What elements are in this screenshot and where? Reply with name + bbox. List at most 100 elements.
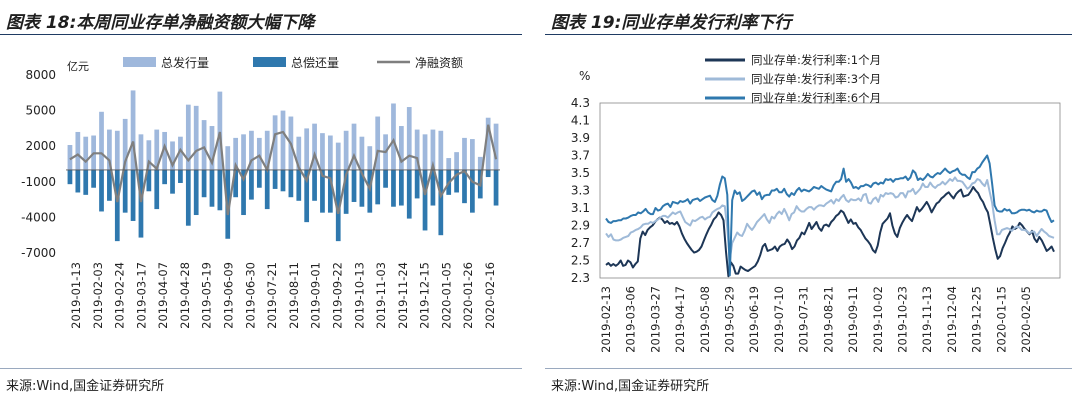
bar-repay bbox=[406, 169, 412, 219]
bar-repay bbox=[422, 169, 428, 231]
bar-repay bbox=[162, 169, 168, 185]
x-tick-label: 2019-08-11 bbox=[287, 262, 301, 329]
bar-repay bbox=[122, 169, 128, 213]
source-note: 来源:Wind,国金证券研究所 bbox=[551, 379, 710, 394]
bar-issue bbox=[75, 131, 81, 170]
bar-issue bbox=[462, 137, 467, 170]
bar-repay bbox=[249, 169, 254, 200]
x-tick-label: 2019-12-25 bbox=[970, 286, 984, 353]
bar-issue bbox=[454, 152, 459, 170]
bar-issue bbox=[138, 134, 144, 170]
bar-issue bbox=[209, 126, 215, 170]
bar-repay bbox=[256, 169, 262, 188]
x-tick-label: 2019-03-06 bbox=[624, 286, 638, 353]
bar-issue bbox=[280, 110, 286, 170]
x-tick-label: 2020-02-16 bbox=[483, 262, 497, 329]
bar-issue bbox=[304, 128, 310, 170]
x-tick-label: 2019-05-08 bbox=[698, 286, 712, 353]
y-tick-label: 3.5 bbox=[571, 166, 590, 180]
x-tick-label: 2019-12-04 bbox=[945, 286, 959, 353]
y-tick-label: 2.9 bbox=[571, 219, 590, 233]
x-tick-label: 2019-02-24 bbox=[113, 262, 127, 329]
bar-issue bbox=[130, 90, 136, 170]
bar-issue bbox=[438, 130, 444, 170]
bar-issue bbox=[114, 130, 120, 170]
bar-chart: 8000 5000 2000 -1000 -4000 -7000 亿元 2019-01-13 2… bbox=[21, 55, 500, 329]
chart-panel-left: 图表 18:本周同业存单净融资额大幅下降 8000 5000 2000 -1000 -4… bbox=[0, 0, 530, 404]
bar-repay bbox=[398, 169, 404, 206]
y-tick-label: -1000 bbox=[21, 175, 56, 189]
bar-issue bbox=[414, 129, 420, 170]
y-tick-label: 2.7 bbox=[571, 236, 590, 250]
bar-repay bbox=[485, 169, 491, 178]
bar-issue bbox=[217, 91, 223, 170]
legend-label: 净融资额 bbox=[415, 56, 463, 70]
bar-issue bbox=[178, 136, 183, 170]
bar-issue bbox=[162, 131, 168, 170]
bar-repay bbox=[146, 169, 152, 192]
chart-title: 图表 18:本周同业存单净融资额大幅下降 bbox=[6, 13, 315, 33]
x-tick-label: 2019-07-10 bbox=[772, 286, 786, 353]
y-tick-label: 3.9 bbox=[571, 131, 590, 145]
bar-issue bbox=[233, 137, 239, 170]
bar-issue bbox=[477, 156, 483, 170]
bar-repay bbox=[138, 169, 144, 238]
bar-issue bbox=[335, 142, 341, 170]
bar-issue bbox=[312, 123, 317, 170]
x-tick-label: 2019-11-24 bbox=[396, 262, 410, 329]
title-rule bbox=[0, 34, 522, 35]
bar-repay bbox=[327, 169, 333, 213]
bar-issue bbox=[146, 140, 152, 170]
y-tick-label: 5000 bbox=[25, 104, 56, 118]
chart-title: 图表 19:同业存单发行利率下行 bbox=[551, 13, 792, 33]
x-tick-label: 2019-10-13 bbox=[352, 262, 366, 329]
bar-issue bbox=[256, 137, 262, 170]
x-tick-label: 2019-11-03 bbox=[374, 262, 388, 329]
x-tick-label: 2019-09-22 bbox=[330, 262, 344, 329]
bar-repay bbox=[430, 169, 436, 206]
bar-repay bbox=[264, 169, 270, 210]
bar-repay bbox=[107, 169, 112, 201]
bar-issue bbox=[193, 105, 199, 170]
y-tick-label: 2.5 bbox=[571, 254, 590, 268]
bar-issue bbox=[170, 141, 175, 170]
y-tick-label: 3.3 bbox=[571, 184, 590, 198]
bar-issue bbox=[185, 104, 191, 170]
bar-repay bbox=[375, 169, 381, 205]
bar-issue bbox=[107, 129, 112, 170]
series-line bbox=[605, 186, 1055, 278]
x-tick-label: 2019-06-30 bbox=[243, 262, 257, 329]
legend-label: 同业存单:发行利率:1个月 bbox=[751, 53, 881, 67]
bar-issue bbox=[398, 126, 404, 170]
x-tick-label: 2020-01-26 bbox=[461, 262, 475, 329]
x-tick-label: 2019-11-13 bbox=[920, 286, 934, 353]
source-rule bbox=[545, 368, 1072, 369]
bar-repay bbox=[414, 169, 420, 199]
bar-issue bbox=[406, 107, 412, 170]
bar-repay bbox=[320, 169, 325, 213]
bar-repay bbox=[193, 169, 199, 216]
x-tick-label: 2019-02-03 bbox=[91, 262, 105, 329]
bar-issue bbox=[470, 139, 475, 170]
bar-issue bbox=[430, 129, 436, 170]
line-net-financing bbox=[69, 124, 498, 216]
bar-issue bbox=[154, 129, 160, 170]
x-tick-label: 2020-01-05 bbox=[439, 262, 453, 329]
legend-label: 总偿还量 bbox=[291, 55, 339, 70]
bar-repay bbox=[91, 169, 96, 188]
bar-issue bbox=[249, 130, 254, 170]
legend-label: 同业存单:发行利率:3个月 bbox=[751, 72, 881, 86]
bar-repay bbox=[83, 169, 89, 195]
bar-repay bbox=[233, 169, 239, 198]
x-tick-label: 2019-06-19 bbox=[747, 286, 761, 353]
legend-swatch bbox=[253, 57, 286, 67]
bar-repay bbox=[280, 169, 286, 192]
bar-repay bbox=[383, 169, 388, 188]
x-tick-label: 2019-06-09 bbox=[222, 262, 236, 329]
bar-issue bbox=[296, 136, 302, 170]
x-tick-label: 2019-08-21 bbox=[821, 286, 835, 353]
bar-repay bbox=[391, 169, 396, 207]
legend-label: 同业存单:发行利率:6个月 bbox=[751, 91, 881, 105]
x-tick-label: 2019-04-28 bbox=[178, 262, 192, 329]
bar-repay bbox=[470, 169, 475, 213]
